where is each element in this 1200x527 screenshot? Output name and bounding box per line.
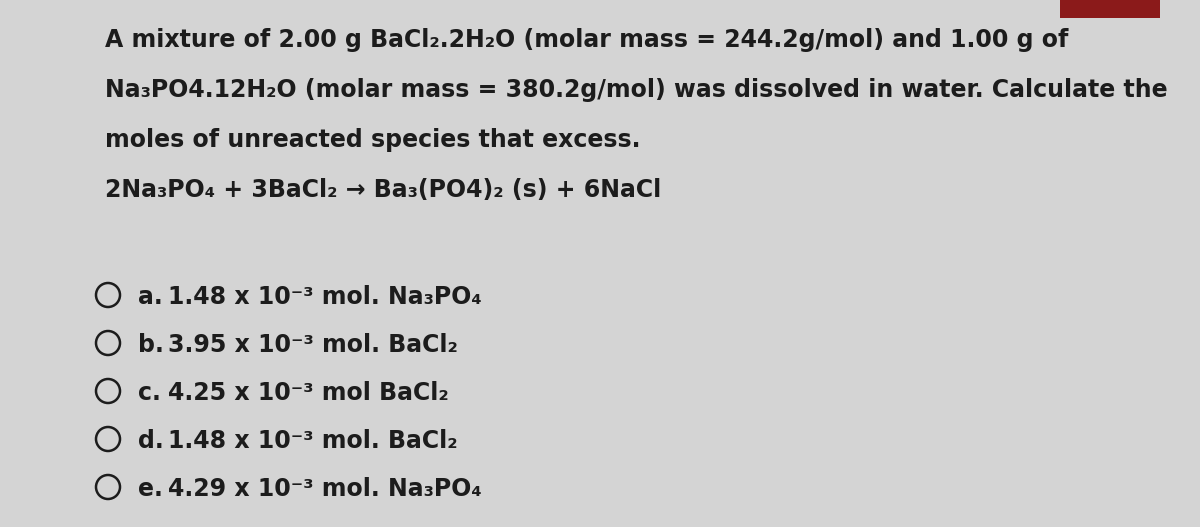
Text: moles of unreacted species that excess.: moles of unreacted species that excess. (106, 128, 641, 152)
Text: d.: d. (138, 429, 163, 453)
Text: a.: a. (138, 285, 163, 309)
Bar (1060, 0, 1160, 18)
Text: b.: b. (138, 333, 164, 357)
Text: 3.95 x 10⁻³ mol. BaCl₂: 3.95 x 10⁻³ mol. BaCl₂ (168, 333, 458, 357)
Text: 4.29 x 10⁻³ mol. Na₃PO₄: 4.29 x 10⁻³ mol. Na₃PO₄ (168, 477, 481, 501)
Text: A mixture of 2.00 g BaCl₂.2H₂O (molar mass = 244.2g/mol) and 1.00 g of: A mixture of 2.00 g BaCl₂.2H₂O (molar ma… (106, 28, 1068, 52)
Text: e.: e. (138, 477, 163, 501)
Text: 1.48 x 10⁻³ mol. BaCl₂: 1.48 x 10⁻³ mol. BaCl₂ (168, 429, 457, 453)
Text: Na₃PO4.12H₂O (molar mass = 380.2g/mol) was dissolved in water. Calculate the: Na₃PO4.12H₂O (molar mass = 380.2g/mol) w… (106, 78, 1168, 102)
Text: 4.25 x 10⁻³ mol BaCl₂: 4.25 x 10⁻³ mol BaCl₂ (168, 381, 449, 405)
Text: 2Na₃PO₄ + 3BaCl₂ → Ba₃(PO4)₂ (s) + 6NaCl: 2Na₃PO₄ + 3BaCl₂ → Ba₃(PO4)₂ (s) + 6NaCl (106, 178, 661, 202)
Text: 1.48 x 10⁻³ mol. Na₃PO₄: 1.48 x 10⁻³ mol. Na₃PO₄ (168, 285, 481, 309)
Text: c.: c. (138, 381, 161, 405)
